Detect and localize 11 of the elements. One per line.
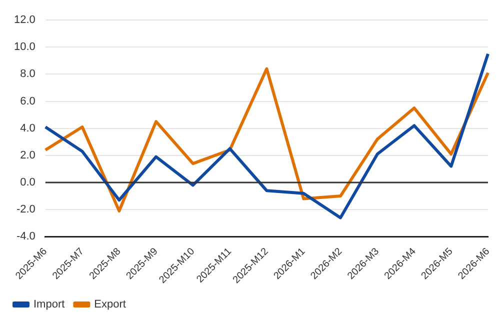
y-tick-label: 12.0 <box>14 14 36 26</box>
legend-label: Export <box>94 298 126 311</box>
y-tick-label: 2.0 <box>20 149 36 162</box>
y-tick-label: 6.0 <box>20 95 36 108</box>
y-tick-label: 0.0 <box>20 176 36 189</box>
legend-label: Import <box>34 298 65 311</box>
y-tick-label: -4.0 <box>16 230 36 243</box>
y-tick-label: -2.0 <box>16 204 36 216</box>
y-tick-label: 4.0 <box>20 122 36 134</box>
y-tick-label: 8.0 <box>20 68 36 80</box>
y-tick-label: 10.0 <box>14 41 36 54</box>
